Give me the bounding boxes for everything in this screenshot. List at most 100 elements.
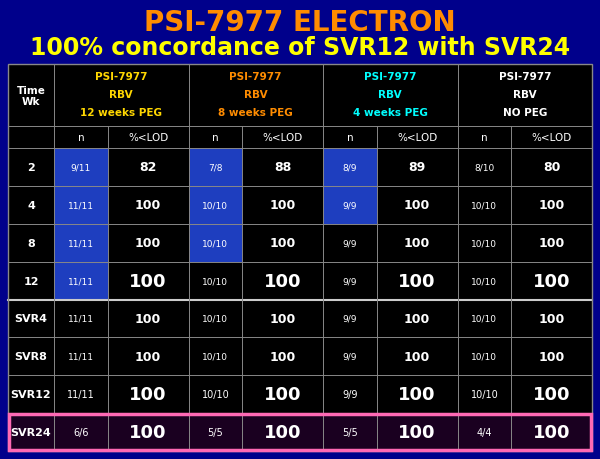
Text: 9/9: 9/9 — [343, 314, 357, 323]
Text: 10/10: 10/10 — [202, 201, 229, 210]
Text: 10/10: 10/10 — [472, 276, 497, 285]
Text: 100: 100 — [533, 272, 571, 290]
Text: 11/11: 11/11 — [68, 352, 94, 361]
Text: PSI-7977: PSI-7977 — [229, 72, 282, 82]
Text: %<LOD: %<LOD — [128, 133, 168, 143]
Text: 12 weeks PEG: 12 weeks PEG — [80, 108, 162, 118]
Text: PSI-7977: PSI-7977 — [95, 72, 148, 82]
Text: 100: 100 — [404, 312, 430, 325]
Text: 10/10: 10/10 — [472, 201, 497, 210]
Text: 10/10: 10/10 — [470, 389, 498, 399]
Text: 2: 2 — [27, 162, 35, 173]
Text: SVR12: SVR12 — [11, 389, 52, 399]
Bar — [8, 65, 592, 451]
Text: 100% concordance of SVR12 with SVR24: 100% concordance of SVR12 with SVR24 — [30, 36, 570, 60]
Text: 9/9: 9/9 — [343, 201, 357, 210]
Text: RBV: RBV — [244, 90, 268, 100]
Text: 4 weeks PEG: 4 weeks PEG — [353, 108, 428, 118]
Text: Wk: Wk — [22, 97, 40, 107]
Text: 100: 100 — [269, 350, 296, 363]
Text: 100: 100 — [264, 423, 301, 441]
Bar — [54, 262, 108, 300]
Bar — [8, 65, 592, 451]
Text: 8 weeks PEG: 8 weeks PEG — [218, 108, 293, 118]
Bar — [323, 186, 377, 224]
Text: 10/10: 10/10 — [472, 239, 497, 248]
Text: n: n — [347, 133, 353, 143]
Text: %<LOD: %<LOD — [397, 133, 437, 143]
Text: RBV: RBV — [109, 90, 133, 100]
Text: 100: 100 — [539, 237, 565, 250]
Text: 12: 12 — [23, 276, 39, 286]
Text: n: n — [77, 133, 84, 143]
Text: 11/11: 11/11 — [67, 389, 95, 399]
Text: 9/9: 9/9 — [343, 352, 357, 361]
Text: 100: 100 — [404, 199, 430, 212]
Bar — [323, 149, 377, 186]
Text: 10/10: 10/10 — [202, 389, 229, 399]
Text: 100: 100 — [135, 199, 161, 212]
Text: %<LOD: %<LOD — [263, 133, 303, 143]
Text: SVR8: SVR8 — [14, 352, 47, 362]
Text: SVR4: SVR4 — [14, 314, 47, 324]
Bar — [188, 149, 242, 186]
Text: 100: 100 — [398, 423, 436, 441]
Text: 9/9: 9/9 — [342, 389, 358, 399]
Text: 100: 100 — [533, 386, 571, 403]
Text: 11/11: 11/11 — [68, 201, 94, 210]
Text: 11/11: 11/11 — [68, 314, 94, 323]
Text: 9/9: 9/9 — [343, 276, 357, 285]
Text: 9/11: 9/11 — [71, 163, 91, 172]
Bar — [9, 414, 591, 450]
Bar — [54, 149, 108, 186]
Text: 100: 100 — [135, 350, 161, 363]
Text: 6/6: 6/6 — [73, 427, 89, 437]
Text: 100: 100 — [130, 272, 167, 290]
Text: 5/5: 5/5 — [342, 427, 358, 437]
Text: RBV: RBV — [379, 90, 402, 100]
Text: 100: 100 — [130, 386, 167, 403]
Text: 100: 100 — [398, 386, 436, 403]
Text: 7/8: 7/8 — [208, 163, 223, 172]
Text: 100: 100 — [269, 237, 296, 250]
Text: PSI-7977: PSI-7977 — [364, 72, 416, 82]
Text: 100: 100 — [404, 237, 430, 250]
Text: 100: 100 — [398, 272, 436, 290]
Text: %<LOD: %<LOD — [532, 133, 572, 143]
Text: 4: 4 — [27, 201, 35, 210]
Text: 100: 100 — [533, 423, 571, 441]
Text: 100: 100 — [264, 272, 301, 290]
Text: 8/10: 8/10 — [474, 163, 494, 172]
Text: 11/11: 11/11 — [68, 276, 94, 285]
Text: 100: 100 — [539, 199, 565, 212]
Text: n: n — [212, 133, 219, 143]
Text: Time: Time — [17, 86, 46, 96]
Text: 100: 100 — [135, 312, 161, 325]
Text: 8/9: 8/9 — [343, 163, 357, 172]
Text: 100: 100 — [264, 386, 301, 403]
Text: 100: 100 — [404, 350, 430, 363]
Bar — [54, 186, 108, 224]
Text: 10/10: 10/10 — [472, 314, 497, 323]
Text: NO PEG: NO PEG — [503, 108, 547, 118]
Bar — [188, 186, 242, 224]
Text: SVR24: SVR24 — [11, 427, 52, 437]
Text: 89: 89 — [409, 161, 426, 174]
Text: 100: 100 — [269, 199, 296, 212]
Text: 10/10: 10/10 — [202, 239, 229, 248]
Text: 9/9: 9/9 — [343, 239, 357, 248]
Text: 8: 8 — [27, 238, 35, 248]
Text: PSI-7977 ELECTRON: PSI-7977 ELECTRON — [144, 9, 456, 37]
Text: 100: 100 — [130, 423, 167, 441]
Text: 10/10: 10/10 — [202, 314, 229, 323]
Text: 4/4: 4/4 — [476, 427, 492, 437]
Text: 10/10: 10/10 — [202, 276, 229, 285]
Text: 82: 82 — [139, 161, 157, 174]
Text: 5/5: 5/5 — [208, 427, 223, 437]
Text: 100: 100 — [539, 312, 565, 325]
Text: RBV: RBV — [513, 90, 536, 100]
Bar — [8, 413, 592, 451]
Text: PSI-7977: PSI-7977 — [499, 72, 551, 82]
Text: 10/10: 10/10 — [202, 352, 229, 361]
Bar — [54, 224, 108, 262]
